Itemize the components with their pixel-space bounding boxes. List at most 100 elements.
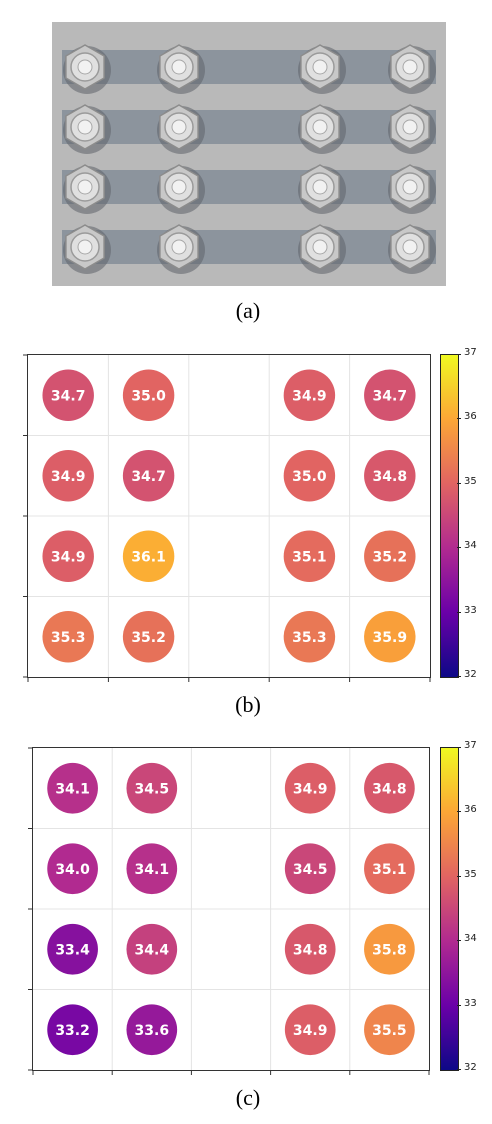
marker-c-r4-c5	[364, 1004, 415, 1056]
bolt-r1-c3	[298, 44, 346, 94]
heatmap-c-svg: 34.1 34.5 34.9 34.8 34.0 34.1 34.5 35.1 33.4 34.4…	[28, 747, 430, 1075]
colorbar-b-tick-labels: 32 33 34 35 36 37	[457, 347, 489, 680]
value-label-c-r1-c5: 34.8	[372, 781, 407, 797]
value-label-c-r2-c2: 34.1	[135, 862, 170, 878]
marker-b-r4-c2	[122, 611, 175, 663]
value-label-b-r3-c2: 36.1	[131, 549, 166, 565]
marker-b-r1-c5	[364, 369, 416, 421]
bolt-r4-c2	[157, 224, 205, 274]
value-label-c-r2-c4: 34.5	[293, 862, 328, 878]
marker-c-r3-c5	[364, 923, 415, 975]
marker-b-r4-c4	[283, 611, 336, 663]
marker-b-r2-c2	[122, 450, 175, 502]
shadow-band-3	[62, 170, 436, 204]
colorbar-b-label-33: 33	[464, 604, 477, 616]
colorbar-c-tick-37	[457, 747, 461, 748]
value-label-c-r3-c1: 33.4	[55, 942, 90, 958]
colorbar-c-tick-33	[457, 1004, 461, 1006]
marker-c-r1-c1	[47, 762, 98, 814]
value-label-b-r1-c2: 35.0	[131, 388, 166, 404]
colorbar-b-label-37: 37	[464, 347, 477, 358]
value-label-c-r2-c5: 35.1	[372, 862, 407, 878]
value-label-b-r4-c5: 35.9	[373, 630, 408, 646]
colorbar-b-tick-37	[457, 354, 461, 355]
bolt-r3-c2	[157, 164, 205, 214]
colorbar-b-tick-36	[457, 418, 461, 420]
colorbar-b	[440, 354, 459, 678]
colorbar-c-label-36: 36	[464, 804, 477, 816]
value-label-c-r3-c2: 34.4	[135, 942, 170, 958]
marker-c-r2-c1	[47, 843, 98, 895]
marker-c-r3-c1	[47, 923, 98, 975]
bolt-r3-c3	[298, 164, 346, 214]
marker-b-r1-c1	[42, 369, 94, 421]
colorbar-c-tick-labels: 32 33 34 35 36 37	[457, 740, 489, 1073]
colorbar-c-label-34: 34	[464, 933, 477, 945]
value-label-b-r2-c5: 34.8	[373, 469, 408, 485]
marker-b-r2-c5	[364, 450, 416, 502]
marker-c-r4-c2	[126, 1004, 178, 1056]
bolt-r4-c1	[63, 224, 111, 274]
colorbar-c-label-33: 33	[464, 997, 477, 1009]
bolt-r2-c4	[388, 104, 436, 154]
value-label-b-r4-c1: 35.3	[51, 630, 86, 646]
caption-b: (b)	[235, 692, 261, 717]
shadow-band-1	[62, 50, 436, 84]
colorbar-b-label-34: 34	[464, 540, 477, 552]
heatmap-c-plot-area: 34.1 34.5 34.9 34.8 34.0 34.1 34.5 35.1 33.4 34.4…	[28, 747, 430, 1075]
colorbar-c-tick-32	[457, 1069, 461, 1070]
marker-b-r4-c5	[364, 611, 416, 663]
shadow-band-4	[62, 230, 436, 264]
colorbar-c-tick-36	[457, 811, 461, 813]
caption-c: (c)	[235, 1085, 261, 1110]
colorbar-c-tick-34	[457, 940, 461, 942]
marker-c-r1-c2	[126, 762, 178, 814]
marker-c-r2-c2	[126, 843, 178, 895]
value-label-c-r4-c5: 35.5	[372, 1023, 407, 1039]
colorbar-b-tick-35	[457, 482, 461, 484]
heatmap-b-svg: 34.7 35.0 34.9 34.7 34.9 34.7 35.0 34.8 34.9 36.1…	[23, 354, 431, 682]
colorbar-b-tick-33	[457, 611, 461, 613]
value-label-c-r2-c1: 34.0	[55, 862, 90, 878]
shadow-band-2	[62, 110, 436, 144]
bolt-r3-c4	[388, 164, 436, 214]
marker-c-r4-c4	[284, 1004, 336, 1056]
value-label-c-r1-c4: 34.9	[293, 781, 328, 797]
marker-c-r2-c4	[284, 843, 336, 895]
marker-b-r4-c1	[42, 611, 94, 663]
value-label-c-r1-c1: 34.1	[55, 781, 90, 797]
bolt-r4-c4	[388, 224, 436, 274]
value-label-b-r1-c1: 34.7	[51, 388, 86, 404]
colorbar-c-label-35: 35	[464, 868, 477, 880]
value-label-c-r4-c2: 33.6	[135, 1023, 170, 1039]
marker-c-r1-c4	[284, 762, 336, 814]
bolt-r2-c1	[63, 104, 111, 154]
marker-c-r1-c5	[364, 762, 415, 814]
value-label-b-r2-c1: 34.9	[51, 469, 86, 485]
bolt-r1-c2	[157, 44, 205, 94]
marker-b-r1-c4	[283, 369, 336, 421]
marker-b-r3-c5	[364, 530, 416, 582]
colorbar-c-label-37: 37	[464, 740, 477, 751]
caption-a: (a)	[235, 298, 261, 323]
marker-b-r3-c2	[122, 530, 175, 582]
colorbar-c-label-32: 32	[464, 1062, 477, 1073]
value-label-b-r2-c4: 35.0	[292, 469, 327, 485]
colorbar-b-label-35: 35	[464, 475, 477, 487]
marker-b-r3-c1	[42, 530, 94, 582]
bolt-r1-c1	[63, 44, 111, 94]
bolt-r4-c3	[298, 224, 346, 274]
bolted-plate-photo	[52, 22, 446, 286]
value-label-b-r1-c5: 34.7	[373, 388, 408, 404]
marker-b-r2-c1	[42, 450, 94, 502]
bolt-r1-c4	[388, 44, 436, 94]
value-label-c-r3-c4: 34.8	[293, 942, 328, 958]
bolt-r2-c2	[157, 104, 205, 154]
value-label-c-r4-c1: 33.2	[55, 1023, 90, 1039]
value-label-b-r3-c1: 34.9	[51, 549, 86, 565]
value-label-b-r3-c4: 35.1	[292, 549, 327, 565]
value-label-b-r3-c5: 35.2	[373, 549, 408, 565]
value-label-c-r1-c2: 34.5	[135, 781, 170, 797]
colorbar-b-label-32: 32	[464, 669, 477, 680]
colorbar-b-tick-34	[457, 547, 461, 549]
